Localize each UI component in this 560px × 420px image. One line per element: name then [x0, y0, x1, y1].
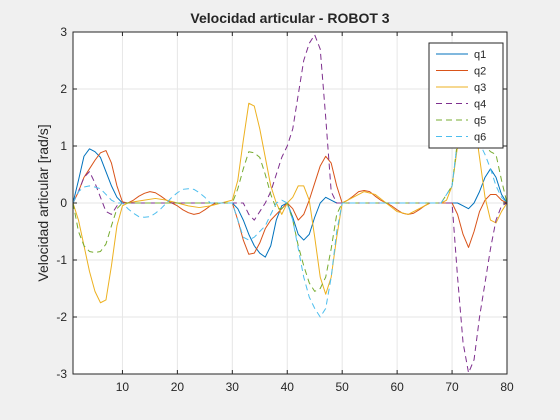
- series-line-q5: [73, 105, 507, 292]
- y-axis-label: Velocidad articular [rad/s]: [35, 124, 51, 281]
- x-tick-label: 60: [390, 380, 404, 394]
- y-tick-label: 3: [60, 25, 67, 39]
- x-tick-label: 50: [336, 380, 350, 394]
- y-tick-label: -3: [56, 367, 67, 381]
- legend-box: [428, 42, 504, 149]
- series-line-q6: [73, 111, 507, 318]
- x-tick-label: 70: [445, 380, 459, 394]
- legend-label-q3: q3: [474, 82, 486, 94]
- legend-label-q6: q6: [474, 132, 486, 144]
- legend-label-q5: q5: [474, 115, 486, 127]
- axis-ticks: 10 20 30 40 50 60 70 80 -3 -2 -1 0 1 2 3: [56, 25, 514, 394]
- x-tick-label: 80: [500, 380, 514, 394]
- legend-label-q2: q2: [474, 66, 486, 78]
- y-tick-label: 1: [60, 139, 67, 153]
- y-tick-label: 2: [60, 82, 67, 96]
- series-line-q4: [73, 34, 507, 374]
- legend-label-q1: q1: [474, 49, 486, 61]
- x-tick-label: 40: [281, 380, 295, 394]
- series-layer: [73, 34, 507, 374]
- x-tick-label: 30: [226, 380, 240, 394]
- y-tick-label: -1: [56, 253, 67, 267]
- x-tick-label: 20: [171, 380, 185, 394]
- y-tick-label: 0: [60, 196, 67, 210]
- chart-title: Velocidad articular - ROBOT 3: [190, 10, 389, 26]
- x-tick-label: 10: [116, 380, 130, 394]
- y-tick-label: -2: [56, 310, 67, 324]
- legend: q1 q2 q3 q4 q5 q6: [428, 42, 504, 149]
- legend-label-q4: q4: [474, 99, 486, 111]
